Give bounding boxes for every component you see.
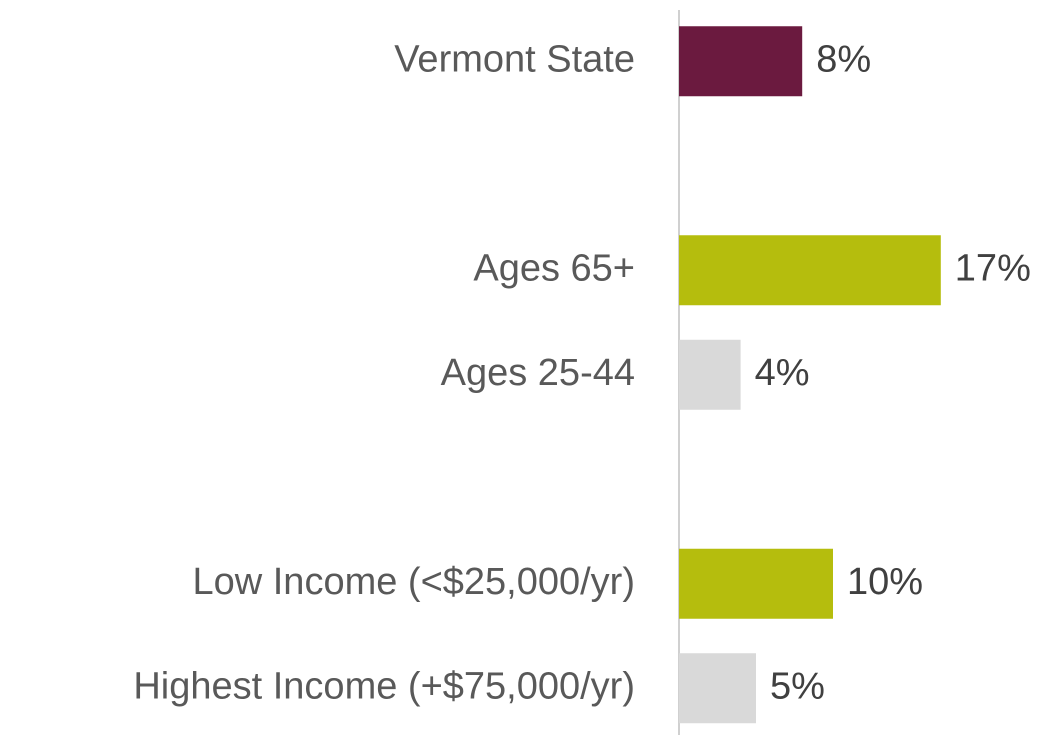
category-label: Low Income (<$25,000/yr): [192, 561, 635, 603]
category-label: Vermont State: [394, 38, 635, 80]
value-label: 10%: [847, 561, 923, 603]
category-label: Ages 25-44: [441, 352, 635, 394]
bar: [679, 548, 833, 619]
category-label: Highest Income (+$75,000/yr): [133, 665, 635, 707]
bar: [679, 653, 756, 724]
bar: [679, 339, 741, 410]
value-label: 8%: [816, 38, 871, 80]
value-label: 17%: [955, 247, 1031, 289]
value-label: 5%: [770, 665, 825, 707]
value-label: 4%: [755, 352, 810, 394]
bar: [679, 235, 941, 306]
bar: [679, 26, 803, 97]
category-label: Ages 65+: [473, 247, 635, 289]
